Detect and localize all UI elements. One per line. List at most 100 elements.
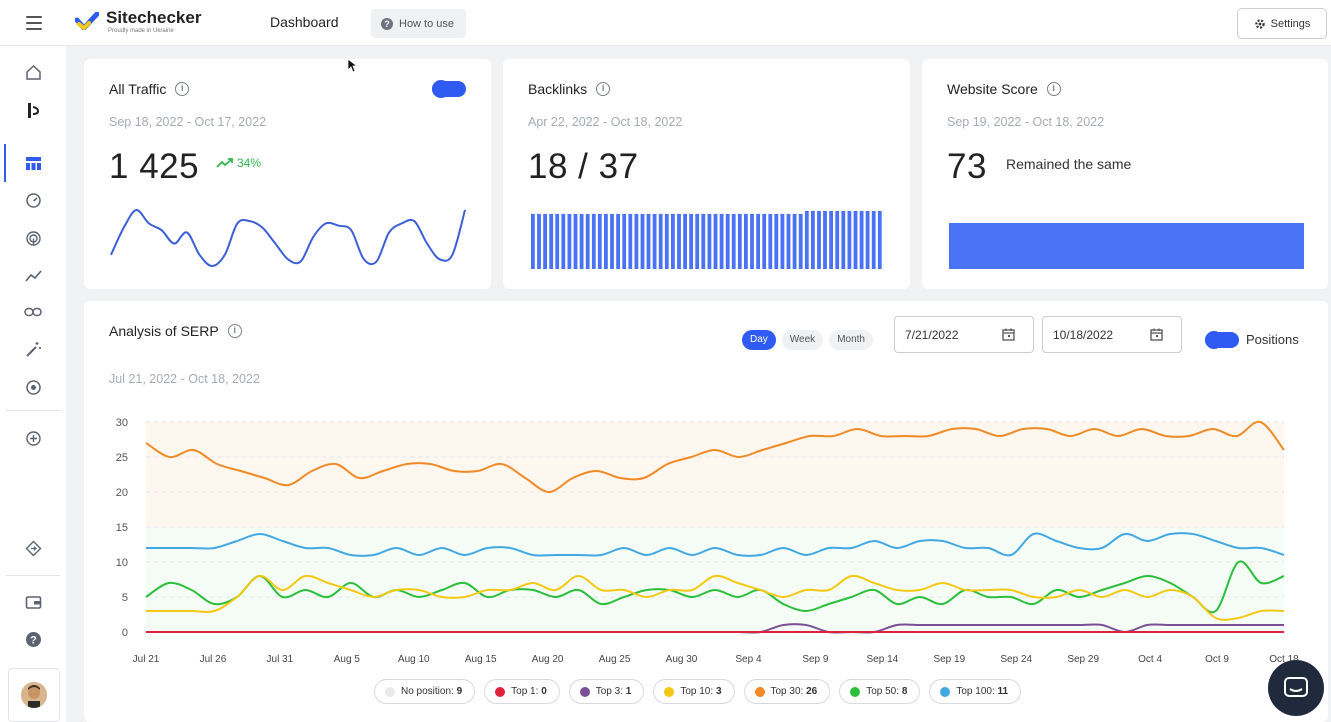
backlink-bar — [683, 213, 687, 269]
chart-band — [146, 527, 1284, 632]
info-icon[interactable]: i — [175, 82, 190, 96]
traffic-card-title: All Traffic i — [109, 81, 190, 97]
page-title: Dashboard — [270, 14, 339, 30]
backlink-bar — [640, 213, 645, 269]
backlinks-date-range: Apr 22, 2022 - Oct 18, 2022 — [528, 115, 683, 129]
backlink-bar — [622, 213, 627, 269]
backlink-bar — [811, 211, 815, 269]
backlinks-bar-chart — [531, 211, 882, 269]
avatar[interactable] — [21, 682, 47, 708]
serp-date-range: Jul 21, 2022 - Oct 18, 2022 — [109, 372, 260, 386]
home-icon[interactable] — [23, 62, 43, 82]
magic-wand-icon[interactable] — [23, 339, 43, 359]
x-tick-label: Sep 14 — [867, 654, 899, 665]
backlink-bar — [567, 213, 572, 269]
add-icon[interactable] — [23, 428, 43, 448]
trend-icon[interactable] — [23, 265, 43, 285]
y-tick-label: 30 — [116, 417, 128, 429]
speed-icon[interactable] — [23, 190, 43, 210]
backlink-bar — [847, 211, 852, 269]
series-line-top-50 — [145, 560, 1285, 614]
backlink-bar — [859, 211, 864, 269]
legend-item[interactable]: Top 10: 3 — [653, 679, 735, 704]
trend-up-icon — [216, 158, 233, 168]
legend-count: 8 — [901, 686, 908, 697]
info-icon[interactable]: i — [596, 82, 611, 96]
period-week-button[interactable]: Week — [781, 330, 824, 350]
backlink-bar — [786, 213, 791, 269]
svg-text:?: ? — [30, 634, 37, 646]
backlink-bar — [585, 213, 590, 269]
y-tick-label: 5 — [122, 592, 128, 604]
date-to-field[interactable]: 10/18/2022 — [1042, 316, 1182, 353]
traffic-trend: 34% — [216, 156, 261, 170]
legend-count: 0 — [541, 686, 547, 697]
backlinks-value: 18 / 37 — [528, 147, 639, 186]
legend-dot — [754, 686, 765, 697]
wallet-icon[interactable] — [23, 592, 43, 612]
legend-item[interactable]: Top 1: 0 — [484, 679, 560, 704]
legend-item[interactable]: Top 100: 11 — [929, 679, 1022, 704]
backlink-bar — [707, 213, 712, 269]
legend-dot — [579, 686, 590, 697]
legend-dot — [664, 686, 675, 697]
legend-item[interactable]: Top 30: 26 — [743, 679, 831, 704]
legend-label: Top 30: 26 — [770, 686, 818, 697]
positions-toggle[interactable] — [1205, 331, 1239, 349]
traffic-toggle[interactable] — [432, 80, 466, 98]
diamond-icon[interactable] — [23, 538, 43, 558]
question-icon: ? — [381, 17, 393, 30]
settings-button[interactable]: Settings — [1237, 8, 1327, 39]
backlink-bar — [744, 213, 748, 269]
x-tick-label: Aug 30 — [666, 654, 698, 665]
chat-icon — [1284, 677, 1308, 697]
x-tick-label: Jul 31 — [267, 654, 294, 665]
target-icon[interactable] — [23, 377, 43, 397]
backlink-bar — [531, 213, 535, 269]
backlinks-card: Backlinks i Apr 22, 2022 - Oct 18, 2022 … — [503, 59, 910, 289]
x-tick-label: Sep 4 — [735, 654, 762, 665]
x-tick-label: Jul 21 — [133, 654, 160, 665]
backlink-bar — [835, 211, 840, 269]
backlink-bar — [817, 211, 821, 269]
backlink-bar — [610, 213, 614, 269]
legend-label: Top 50: 8 — [866, 686, 908, 697]
y-tick-label: 15 — [116, 522, 128, 534]
backlink-bar — [731, 213, 736, 269]
legend-count: 26 — [806, 686, 818, 697]
calendar-icon — [1002, 328, 1015, 341]
dashboard-icon[interactable] — [23, 153, 43, 173]
score-value: 73 — [947, 147, 987, 186]
x-tick-label: Aug 25 — [599, 654, 631, 665]
traffic-card: All Traffic i Sep 18, 2022 - Oct 17, 202… — [84, 59, 491, 289]
period-month-button[interactable]: Month — [829, 330, 873, 350]
fingerprint-icon[interactable] — [23, 228, 43, 248]
period-day-button[interactable]: Day — [742, 330, 776, 350]
active-indicator — [4, 144, 6, 182]
backlink-bar — [689, 213, 693, 269]
chat-button[interactable] — [1268, 660, 1324, 716]
backlink-bar — [841, 211, 846, 269]
backlink-bar — [762, 213, 767, 269]
info-icon[interactable]: i — [227, 324, 242, 338]
x-tick-label: Aug 20 — [532, 654, 564, 665]
menu-icon[interactable] — [26, 16, 42, 30]
backlink-bar — [798, 213, 803, 269]
brand-icon[interactable] — [23, 100, 43, 120]
legend-item[interactable]: Top 50: 8 — [839, 679, 921, 704]
help-icon[interactable]: ? — [23, 629, 43, 649]
date-from-field[interactable]: 7/21/2022 — [894, 316, 1034, 353]
legend-item[interactable]: No position: 9 — [374, 679, 476, 704]
backlink-bar — [549, 213, 554, 269]
legend-item[interactable]: Top 3: 1 — [568, 679, 645, 704]
score-title-text: Website Score — [947, 81, 1038, 97]
backlink-bar — [780, 213, 785, 269]
backlink-bar — [792, 213, 797, 269]
traffic-date-range: Sep 18, 2022 - Oct 17, 2022 — [109, 115, 267, 129]
link-icon[interactable] — [23, 302, 43, 322]
info-icon[interactable]: i — [1046, 82, 1061, 96]
gear-icon — [1254, 18, 1265, 29]
how-to-use-button[interactable]: ? How to use — [371, 9, 467, 38]
x-tick-label: Sep 9 — [802, 654, 829, 665]
legend-count: 3 — [715, 686, 722, 697]
